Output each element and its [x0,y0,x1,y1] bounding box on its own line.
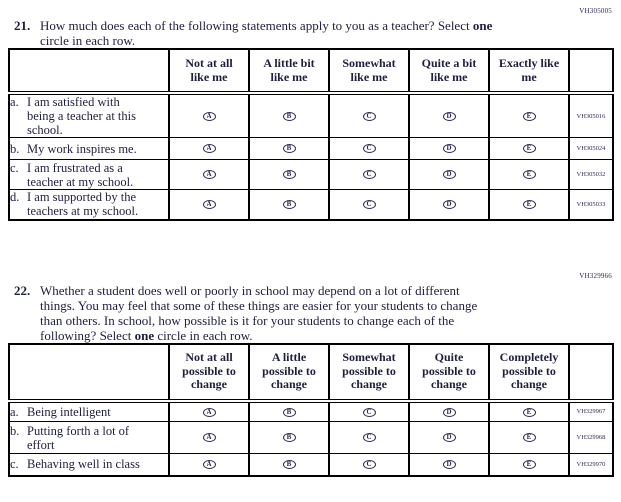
column-header: Completely possible to change [488,343,570,403]
answer-circle[interactable]: B [282,433,296,443]
row-stem: Being intelligent [27,404,111,419]
answer-circle[interactable]: C [362,111,376,121]
question-number: 21. [14,18,31,33]
question-text-after: circle in each row. [154,327,253,343]
row-stem: I am satisfied with being a teacher at t… [27,95,136,137]
row-code: VH329970 [568,453,614,476]
row-stem: I am frustrated as a teacher at my schoo… [27,160,134,189]
row-letter: b. [10,141,20,156]
row-letter: a. [10,95,19,109]
answer-circle[interactable]: D [442,170,456,180]
answer-circle[interactable]: A [202,170,216,180]
answer-circle[interactable]: C [362,407,376,417]
row-letter: c. [10,160,19,175]
row-letter: c. [10,457,19,472]
row-stem: Behaving well in class [27,457,140,472]
row-letter: d. [10,190,20,205]
answer-circle[interactable]: D [442,144,456,154]
row-stem: I am supported by the teachers at my sch… [27,190,139,219]
row-letter: a. [10,404,19,419]
column-header: Quite a bit like me [408,48,490,95]
question-text-before: How much does each of the following stat… [40,18,473,33]
column-header: Not at all possible to change [168,343,250,403]
column-header: Somewhat like me [328,48,410,95]
question-text: How much does each of the following stat… [40,18,492,48]
table-row: a. Being intelligent A B C D E VH329967 [8,400,614,422]
answer-circle[interactable]: E [522,433,536,443]
column-header: Not at all like me [168,48,250,95]
answer-circle[interactable]: A [202,407,216,417]
row-code: VH305024 [568,137,614,160]
column-header: Quite possible to change [408,343,490,403]
column-header: A little bit like me [248,48,330,95]
answer-circle[interactable]: B [282,407,296,417]
row-code: VH305033 [568,189,614,220]
answer-circle[interactable]: E [522,170,536,180]
answer-circle[interactable]: E [522,144,536,154]
answer-circle[interactable]: A [202,200,216,210]
answer-circle[interactable]: E [522,407,536,417]
answer-circle[interactable]: C [362,200,376,210]
answer-circle[interactable]: D [442,407,456,417]
answer-circle[interactable]: B [282,460,296,470]
table-row: c. Behaving well in class A B C D E VH329… [8,453,614,476]
answer-circle[interactable]: A [202,433,216,443]
table-row: c. I am frustrated as a teacher at my sch… [8,159,614,190]
row-stem: My work inspires me. [27,141,137,156]
row-code: VH305032 [568,159,614,190]
column-header: A little possible to change [248,343,330,403]
answer-circle[interactable]: E [522,460,536,470]
row-stem: Putting forth a lot of effort [27,423,130,452]
answer-circle[interactable]: B [282,144,296,154]
section-gap [8,221,613,272]
question-number: 22. [14,282,31,298]
row-code: VH329967 [568,400,614,422]
answer-circle[interactable]: A [202,111,216,121]
question-21: 21. How much does each of the following … [14,18,613,48]
answer-circle[interactable]: A [202,144,216,154]
answer-circle[interactable]: D [442,111,456,121]
answer-circle[interactable]: C [362,170,376,180]
item-accession-code: VH305005 [579,7,612,15]
question-text-bold: one [134,327,155,343]
row-letter: b. [10,423,20,438]
stem-column-header [8,48,170,95]
answer-circle[interactable]: C [362,144,376,154]
answer-circle[interactable]: E [522,200,536,210]
code-column-header [568,48,614,95]
question-21-answer-table: Not at all like me A little bit like me … [8,48,614,221]
column-header: Somewhat possible to change [328,343,410,403]
answer-circle[interactable]: B [282,200,296,210]
question-text-before: Whether a student does well or poorly in… [40,282,478,343]
question-22: 22. Whether a student does well or poorl… [14,283,613,343]
answer-circle[interactable]: D [442,433,456,443]
answer-circle[interactable]: A [202,460,216,470]
question-text: Whether a student does well or poorly in… [40,283,477,343]
answer-circle[interactable]: B [282,111,296,121]
questionnaire-page: VH305005 21. How much does each of the f… [8,0,614,477]
question-text-after: circle in each row. [40,33,136,48]
column-header: Exactly like me [488,48,570,95]
question-22-answer-table: Not at all possible to change A little p… [8,342,614,477]
answer-circle[interactable]: C [362,433,376,443]
answer-circle[interactable]: B [282,170,296,180]
row-code: VH329968 [568,421,614,454]
table-row: b. My work inspires me. A B C D E VH30502… [8,137,614,160]
answer-circle[interactable]: C [362,460,376,470]
table-row: b. Putting forth a lot of effort A B C D … [8,421,614,454]
answer-circle[interactable]: D [442,460,456,470]
table-row: a. I am satisfied with being a teacher at… [8,92,614,138]
code-column-header [568,343,614,403]
answer-circle[interactable]: E [522,111,536,121]
answer-circle[interactable]: D [442,200,456,210]
stem-column-header [8,343,170,403]
row-code: VH305016 [568,92,614,138]
item-accession-code: VH329966 [579,271,612,280]
table-row: d. I am supported by the teachers at my s… [8,189,614,220]
question-text-bold: one [472,18,493,33]
